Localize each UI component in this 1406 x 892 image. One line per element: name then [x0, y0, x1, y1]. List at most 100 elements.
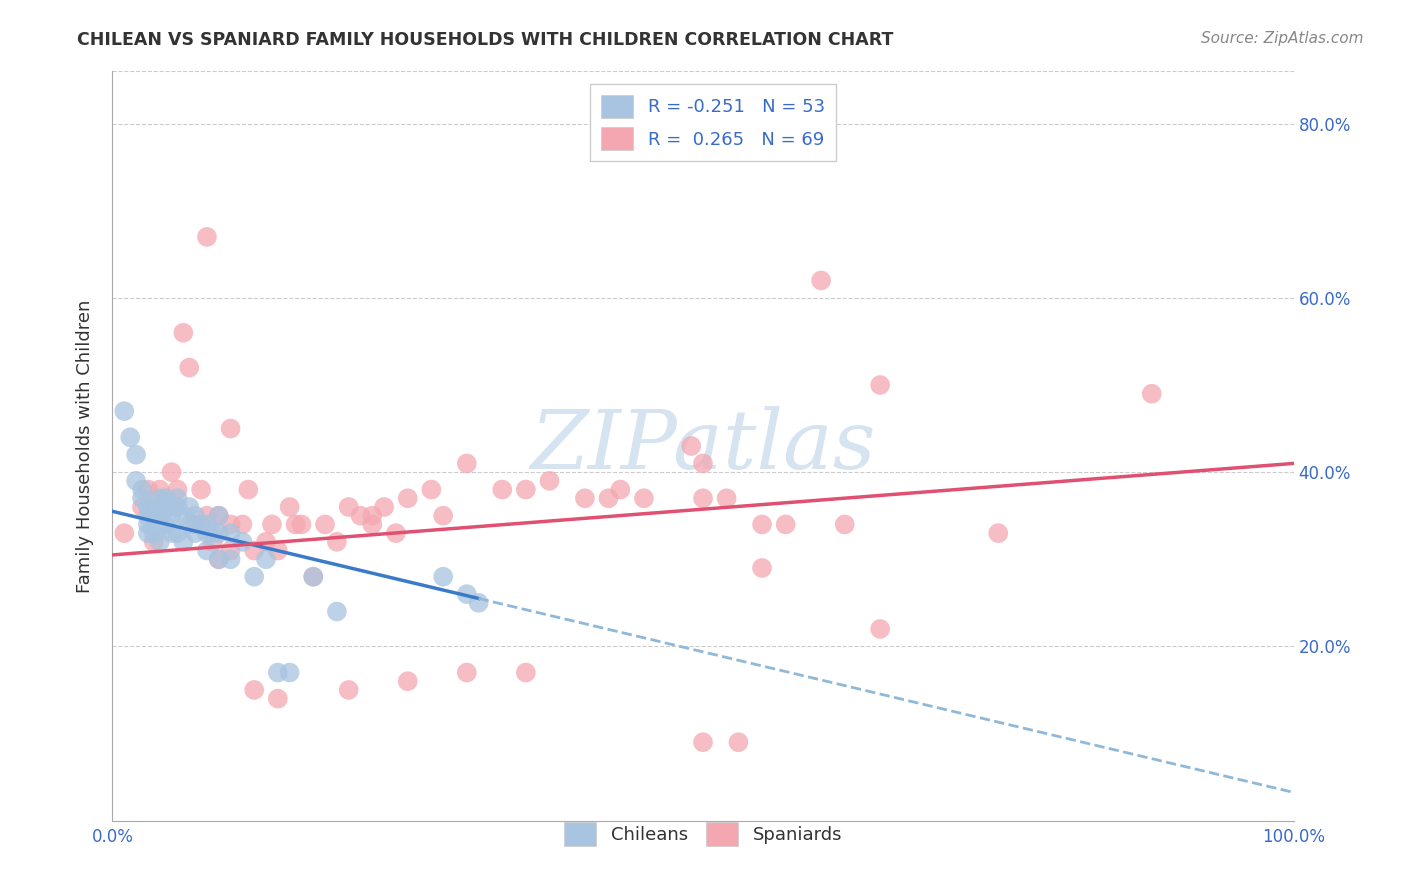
Point [396, 674, 419, 689]
Point [166, 500, 188, 514]
Point [155, 491, 177, 506]
Point [278, 665, 301, 680]
Point [136, 526, 159, 541]
Point [131, 500, 153, 514]
Point [243, 543, 266, 558]
Point [131, 483, 153, 497]
Text: CHILEAN VS SPANIARD FAMILY HOUSEHOLDS WITH CHILDREN CORRELATION CHART: CHILEAN VS SPANIARD FAMILY HOUSEHOLDS WI… [77, 31, 894, 49]
Point [681, 439, 703, 453]
Point [254, 534, 277, 549]
Point [166, 483, 188, 497]
Point [149, 517, 172, 532]
Point [869, 378, 891, 392]
Point [155, 500, 177, 514]
Point [136, 500, 159, 514]
Point [201, 526, 224, 541]
Point [302, 570, 325, 584]
Legend: Chileans, Spaniards: Chileans, Spaniards [557, 815, 849, 853]
Point [243, 682, 266, 697]
Point [136, 483, 159, 497]
Point [195, 230, 218, 244]
Point [337, 682, 360, 697]
Point [361, 517, 384, 532]
Point [142, 500, 165, 514]
Point [420, 483, 443, 497]
Point [278, 500, 301, 514]
Point [120, 430, 142, 444]
Point [515, 665, 537, 680]
Point [326, 605, 349, 619]
Point [716, 491, 738, 506]
Point [208, 552, 231, 566]
Point [160, 526, 183, 541]
Point [184, 517, 207, 532]
Point [238, 483, 260, 497]
Point [136, 508, 159, 523]
Point [432, 508, 454, 523]
Point [201, 534, 224, 549]
Point [179, 360, 201, 375]
Point [538, 474, 561, 488]
Point [136, 517, 159, 532]
Point [125, 448, 148, 462]
Point [260, 517, 283, 532]
Point [267, 691, 290, 706]
Point [208, 552, 231, 566]
Point [149, 483, 172, 497]
Point [190, 517, 212, 532]
Point [751, 561, 773, 575]
Point [869, 622, 891, 636]
Y-axis label: Family Households with Children: Family Households with Children [76, 300, 94, 592]
Point [987, 526, 1010, 541]
Point [172, 534, 194, 549]
Point [456, 587, 478, 601]
Point [166, 526, 188, 541]
Point [149, 508, 172, 523]
Point [208, 526, 231, 541]
Point [727, 735, 749, 749]
Point [349, 508, 371, 523]
Point [179, 517, 201, 532]
Point [337, 500, 360, 514]
Point [396, 491, 419, 506]
Point [184, 508, 207, 523]
Point [385, 526, 408, 541]
Point [633, 491, 655, 506]
Point [267, 543, 290, 558]
Point [231, 517, 253, 532]
Point [284, 517, 307, 532]
Point [166, 491, 188, 506]
Point [231, 534, 253, 549]
Point [155, 517, 177, 532]
Point [290, 517, 312, 532]
Point [149, 500, 172, 514]
Point [195, 526, 218, 541]
Point [160, 500, 183, 514]
Point [208, 508, 231, 523]
Point [267, 665, 290, 680]
Point [160, 508, 183, 523]
Point [219, 543, 242, 558]
Point [125, 474, 148, 488]
Point [491, 483, 513, 497]
Point [131, 491, 153, 506]
Point [179, 500, 201, 514]
Point [775, 517, 797, 532]
Point [467, 596, 489, 610]
Point [190, 483, 212, 497]
Point [834, 517, 856, 532]
Point [314, 517, 336, 532]
Point [515, 483, 537, 497]
Text: Source: ZipAtlas.com: Source: ZipAtlas.com [1201, 31, 1364, 46]
Point [692, 491, 714, 506]
Point [219, 526, 242, 541]
Point [160, 465, 183, 479]
Point [112, 404, 135, 418]
Point [195, 508, 218, 523]
Point [172, 508, 194, 523]
Point [751, 517, 773, 532]
Point [373, 500, 395, 514]
Point [692, 457, 714, 471]
Point [208, 508, 231, 523]
Point [142, 526, 165, 541]
